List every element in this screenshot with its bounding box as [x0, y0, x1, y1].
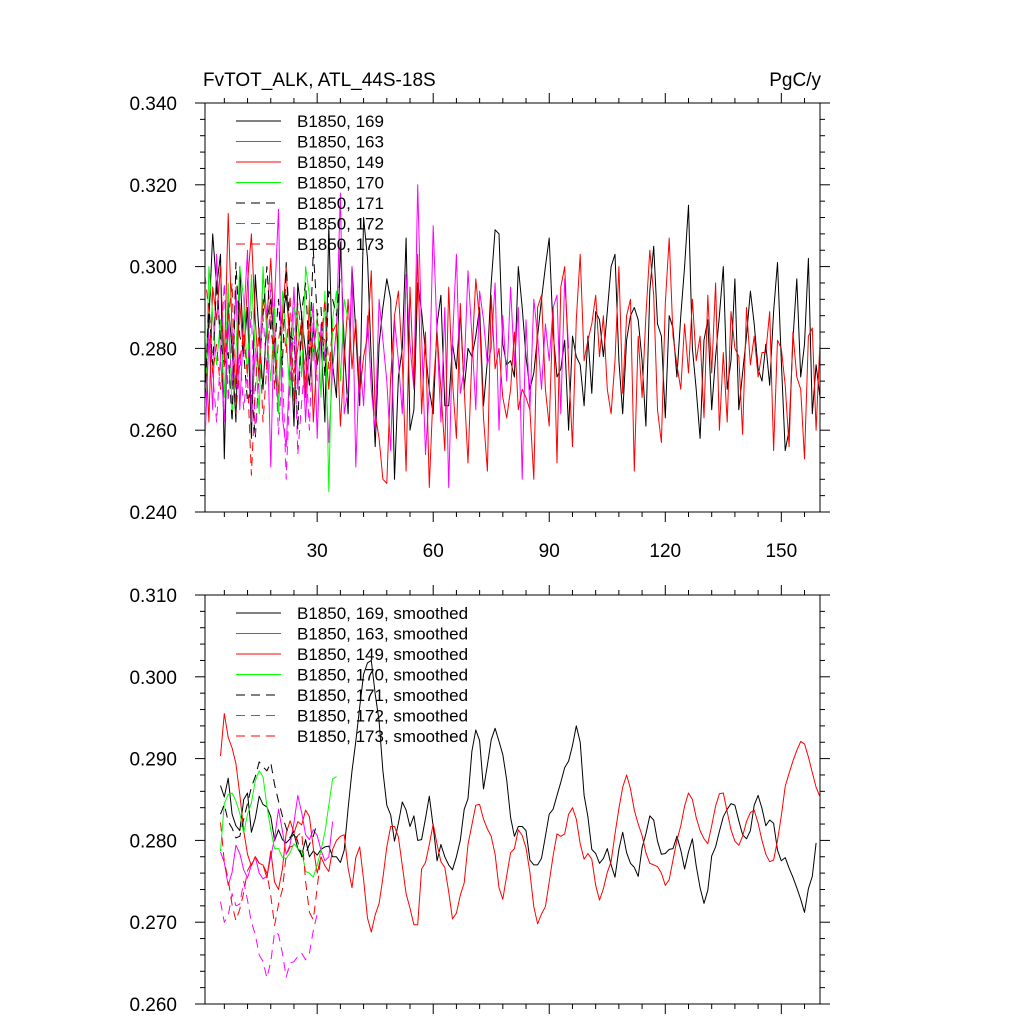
series-line-4 — [220, 770, 337, 878]
x-tick-label: 120 — [649, 541, 681, 562]
x-tick-label: 60 — [423, 541, 444, 562]
series-line-7 — [220, 822, 322, 926]
legend-entry: B1850, 172 — [297, 215, 384, 234]
y-tick-label: 0.280 — [129, 831, 177, 852]
panel-raw: FvTOT_ALK, ATL_44S-18S PgC/y 0.240 0.260 0… — [129, 70, 830, 562]
plot-frame — [204, 102, 821, 513]
y-tick-label: 0.260 — [129, 995, 177, 1016]
series-line-2 — [205, 184, 570, 488]
legend-entry: B1850, 170, smoothed — [297, 666, 468, 685]
y-tick-label: 0.260 — [129, 421, 177, 442]
series-line-6 — [205, 282, 318, 480]
x-tick-label: 150 — [765, 541, 797, 562]
y-tick-label: 0.340 — [129, 94, 177, 115]
series-line-2 — [220, 794, 334, 886]
chart-units: PgC/y — [769, 70, 821, 91]
series-group — [205, 184, 820, 493]
legend-entry: B1850, 173, smoothed — [297, 727, 468, 746]
series-line-3 — [220, 713, 820, 933]
y-tick-label: 0.270 — [129, 913, 177, 934]
y-tick-label: 0.290 — [129, 750, 177, 771]
series-group — [220, 659, 820, 979]
legend-entry: B1850, 169 — [297, 112, 384, 131]
legend-entry: B1850, 169, smoothed — [297, 604, 468, 623]
legend-entry: B1850, 163, smoothed — [297, 625, 468, 644]
series-line-6 — [220, 880, 318, 979]
y-tick-label: 0.320 — [129, 176, 177, 197]
y-tick-label: 0.300 — [129, 668, 177, 689]
series-line-1 — [220, 659, 817, 913]
legend-entry: B1850, 149 — [297, 153, 384, 172]
y-tick-label: 0.310 — [129, 586, 177, 607]
series-line-3 — [205, 212, 820, 488]
legend-entry: B1850, 171 — [297, 194, 384, 213]
legend-entry: B1850, 149, smoothed — [297, 645, 468, 664]
y-tick-label: 0.240 — [129, 503, 177, 524]
x-tick-label: 30 — [307, 541, 328, 562]
y-tick-label: 0.280 — [129, 339, 177, 360]
panel-smoothed: 0.260 0.270 0.280 0.290 0.300 0.310 B1850, 169… — [129, 585, 830, 1016]
legend-entry: B1850, 171, smoothed — [297, 686, 468, 705]
legend-entry: B1850, 173 — [297, 235, 384, 254]
legend-entry: B1850, 170 — [297, 174, 384, 193]
legend-entry: B1850, 172, smoothed — [297, 707, 468, 726]
chart-title: FvTOT_ALK, ATL_44S-18S — [203, 70, 436, 91]
legend-entry: B1850, 163 — [297, 133, 384, 152]
y-tick-label: 0.300 — [129, 258, 177, 279]
x-tick-label: 90 — [539, 541, 560, 562]
series-line-5 — [220, 761, 318, 858]
series-line-7 — [205, 274, 334, 476]
